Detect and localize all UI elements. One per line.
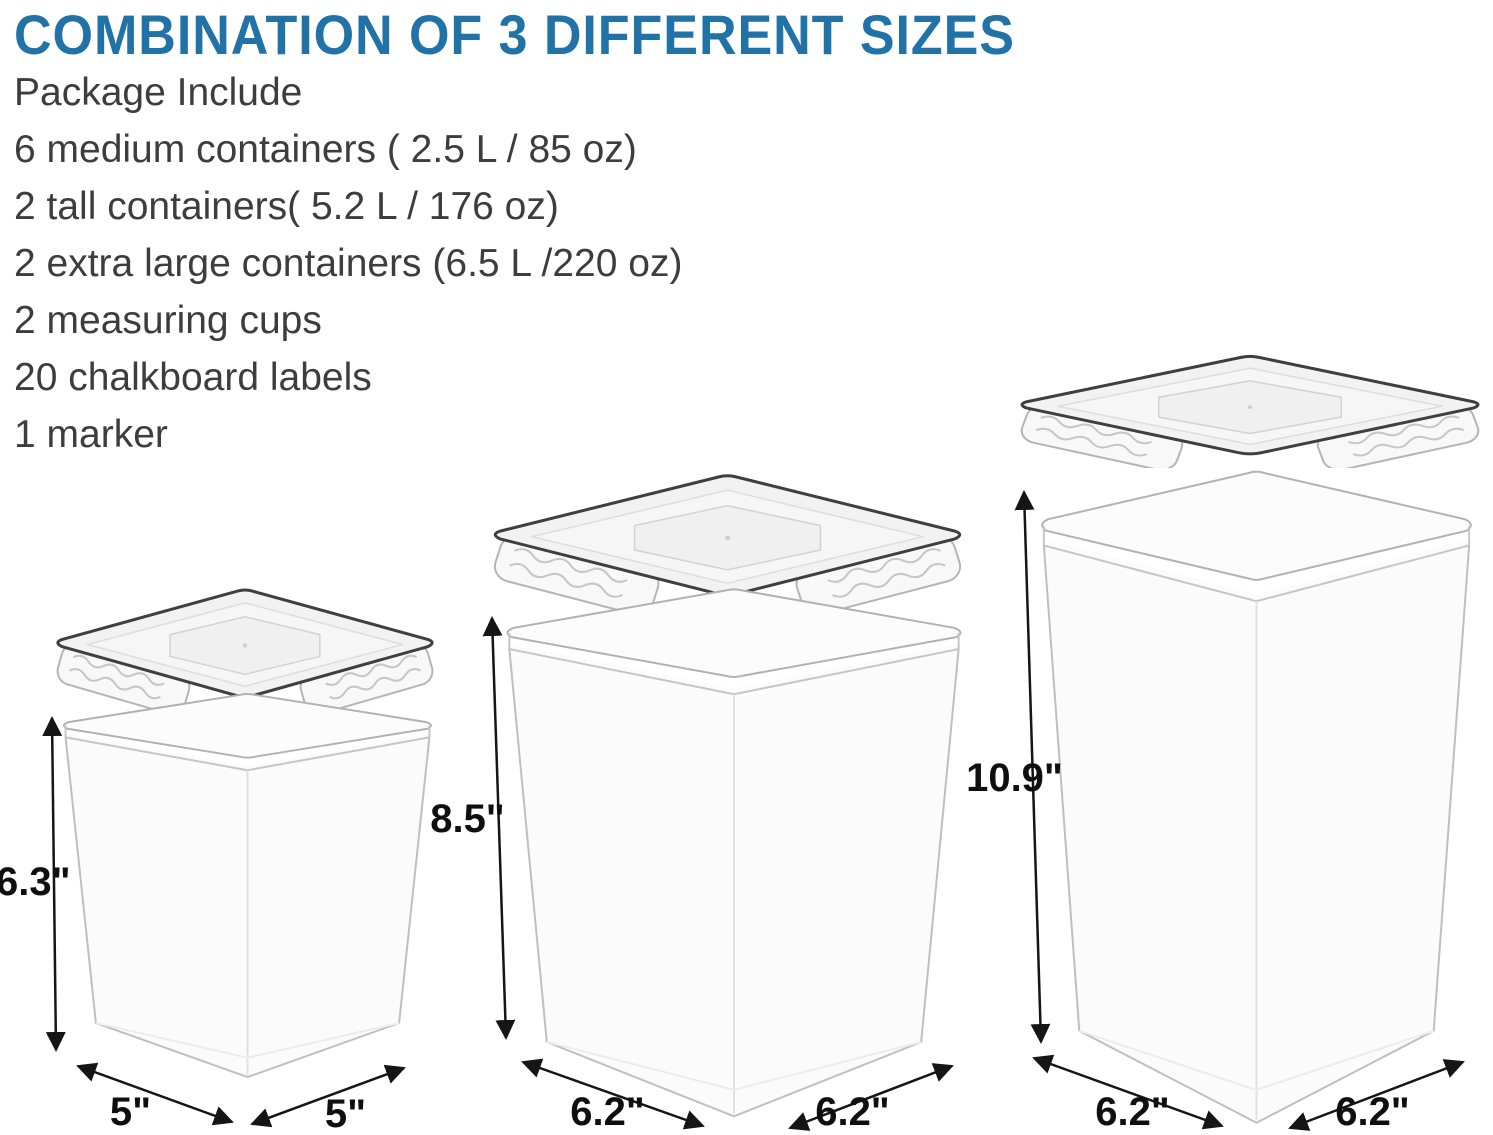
depth-label-medium: 5" <box>324 1092 367 1135</box>
width-label-extra-large: 6.2" <box>1095 1090 1170 1134</box>
container-tall <box>489 473 966 1118</box>
height-label-extra-large: 10.9" <box>966 756 1063 800</box>
package-item: 1 marker <box>14 413 168 456</box>
height-arrow-tall <box>482 616 516 1040</box>
package-item: 2 tall containers( 5.2 L / 176 oz) <box>14 185 559 228</box>
page-title: COMBINATION OF 3 DIFFERENT SIZES <box>14 3 1015 66</box>
width-arrow-extra-large-left <box>1032 1054 1224 1130</box>
width-arrow-medium-left <box>76 1062 234 1126</box>
width-arrow-tall-right <box>788 1063 954 1131</box>
width-arrow-medium-right <box>250 1064 406 1128</box>
width-label-tall: 6.2" <box>570 1090 645 1134</box>
box-medium <box>63 693 432 1079</box>
box-tall <box>506 588 962 1118</box>
height-arrow-medium <box>42 716 66 1052</box>
width-label-medium: 5" <box>109 1090 152 1134</box>
height-arrow-extra-large <box>1014 490 1051 1044</box>
package-item: 6 medium containers ( 2.5 L / 85 oz) <box>14 128 637 171</box>
depth-label-tall: 6.2" <box>815 1090 890 1134</box>
height-label-medium: 6.3" <box>0 860 71 904</box>
package-item: 20 chalkboard labels <box>14 356 372 399</box>
package-heading: Package Include <box>14 71 303 114</box>
height-label-tall: 8.5" <box>430 797 505 841</box>
container-medium <box>52 588 438 1079</box>
container-extra-large <box>1015 354 1485 1125</box>
width-arrow-extra-large-right <box>1288 1059 1465 1131</box>
package-item: 2 measuring cups <box>14 299 322 342</box>
depth-label-extra-large: 6.2" <box>1335 1090 1410 1134</box>
box-extra-large <box>1040 470 1473 1125</box>
width-arrow-tall-left <box>521 1058 705 1130</box>
dimension-arrows <box>42 490 1465 1131</box>
lid-extra-large <box>1015 354 1485 468</box>
package-include-list: Package Include 6 medium containers ( 2.… <box>14 64 682 463</box>
package-item: 2 extra large containers (6.5 L /220 oz) <box>14 242 683 285</box>
